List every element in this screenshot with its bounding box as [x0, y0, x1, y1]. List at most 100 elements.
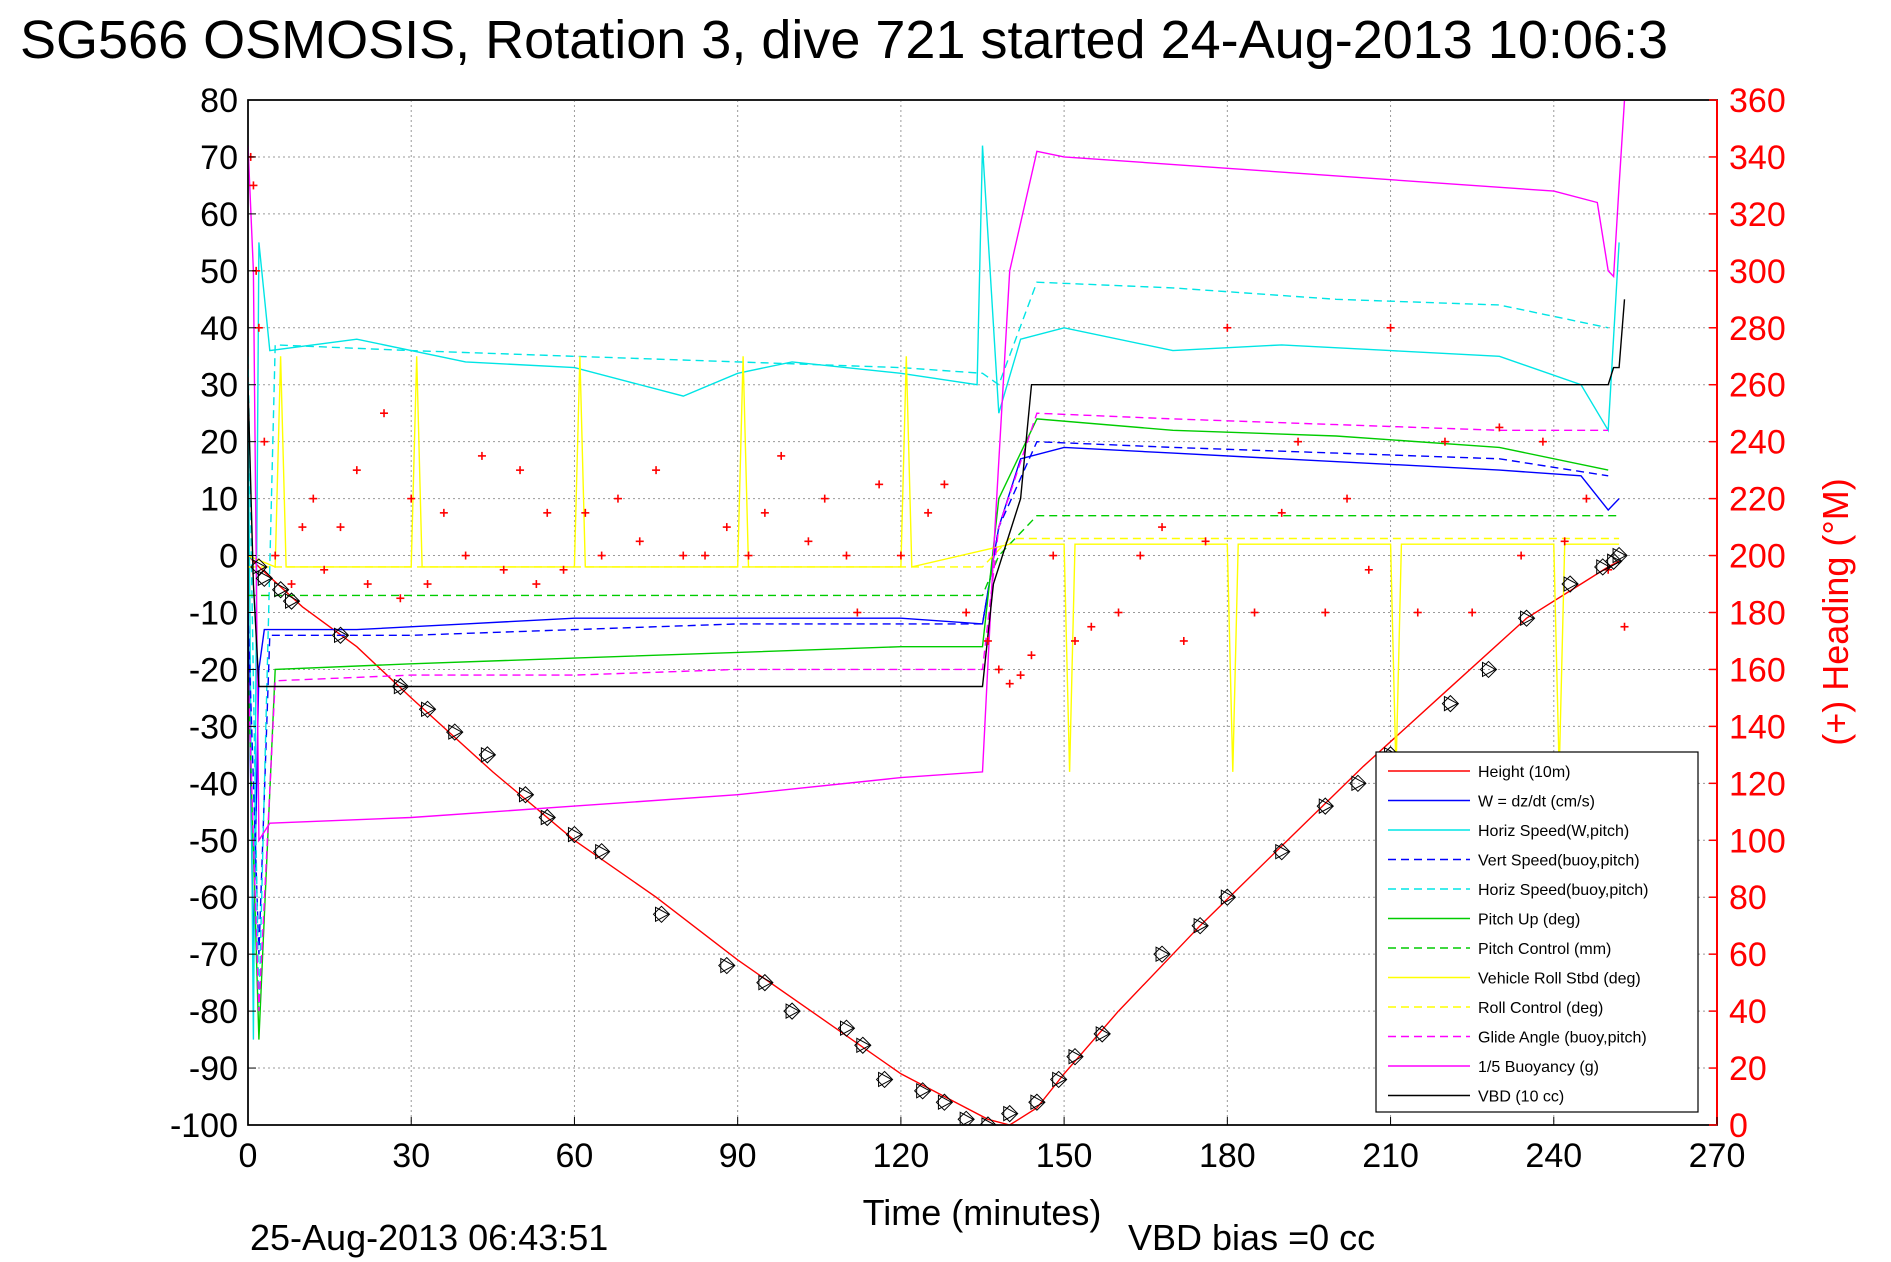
legend-entry: Vert Speed(buoy,pitch): [1388, 853, 1640, 870]
waypoint-marker: [1153, 945, 1171, 963]
heading-marker: [352, 466, 361, 475]
series-line-10: [248, 100, 1626, 843]
y-left-tick-label: -90: [189, 1050, 238, 1088]
heading-marker: [701, 551, 710, 560]
waypoint-marker: [1028, 1093, 1046, 1111]
legend-entry: 1/5 Buoyancy (g): [1388, 1059, 1599, 1076]
waypoint-marker: [592, 842, 611, 861]
heading-marker: [249, 181, 258, 190]
heading-marker: [983, 636, 992, 645]
y-right-axis-ticks: 3603403203002802602402202001801601401201…: [1709, 82, 1786, 1145]
x-tick-label: 210: [1362, 1137, 1419, 1175]
y-right-tick-label: 300: [1729, 253, 1786, 291]
y-left-tick-label: 70: [200, 139, 238, 177]
waypoint-marker: [250, 558, 268, 576]
x-tick-label: 60: [556, 1137, 594, 1175]
waypoint-marker: [1049, 1070, 1068, 1089]
waypoint-marker: [1517, 609, 1536, 627]
legend: Height (10m) W = dz/dt (cm/s) Horiz Speed(…: [1375, 751, 1699, 1113]
waypoint-marker: [935, 1093, 954, 1111]
heading-marker: [477, 451, 486, 460]
heading-marker: [652, 466, 661, 475]
legend-entry: Horiz Speed(buoy,pitch): [1388, 882, 1648, 899]
legend-box: [1375, 751, 1699, 1113]
waypoint-marker: [538, 808, 556, 827]
waypoint-marker: [783, 1002, 801, 1020]
waypoint-marker: [1479, 660, 1498, 679]
y-right-tick-label: 120: [1729, 765, 1786, 803]
y-right-tick-label: 260: [1729, 367, 1786, 405]
heading-marker: [1179, 636, 1188, 645]
y-right-tick-label: 360: [1729, 82, 1786, 120]
legend-label: Height (10m): [1478, 764, 1570, 781]
waypoint-marker: [1316, 797, 1334, 815]
heading-marker: [804, 537, 813, 546]
series-line-8: [248, 537, 1620, 568]
y-right-tick-label: 240: [1729, 424, 1786, 462]
legend-entry: Roll Control (deg): [1388, 1000, 1603, 1017]
series-line-11: [248, 299, 1626, 688]
heading-marker: [336, 523, 345, 532]
y-left-tick-label: 80: [200, 82, 238, 120]
waypoint-marker: [837, 1019, 856, 1037]
y-right-tick-label: 280: [1729, 310, 1786, 348]
heading-marker: [1070, 636, 1079, 645]
y-right-tick-label: 180: [1729, 595, 1786, 633]
heading-marker: [363, 580, 372, 589]
heading-marker: [679, 551, 688, 560]
waypoint-marker: [446, 723, 464, 741]
heading-marker: [271, 551, 280, 560]
heading-marker: [298, 523, 307, 532]
legend-entry: Glide Angle (buoy,pitch): [1388, 1030, 1647, 1047]
x-tick-label: 180: [1199, 1137, 1256, 1175]
heading-marker: [1468, 608, 1477, 617]
waypoint-marker: [1066, 1047, 1084, 1066]
heading-marker: [613, 494, 622, 503]
y-right-tick-label: 220: [1729, 481, 1786, 519]
legend-entry: Height (10m): [1388, 764, 1570, 781]
waypoint-marker: [1604, 552, 1623, 570]
waypoint-marker: [391, 677, 410, 696]
heading-marker: [254, 323, 263, 332]
waypoint-marker: [331, 626, 350, 644]
waypoint-marker: [282, 592, 301, 610]
x-tick-label: 120: [873, 1137, 930, 1175]
y-left-tick-label: 30: [200, 367, 238, 405]
heading-marker: [1517, 551, 1526, 560]
heading-marker: [320, 565, 329, 574]
heading-marker: [1087, 622, 1096, 631]
heading-marker: [1016, 671, 1025, 680]
heading-marker: [1413, 608, 1422, 617]
y-right-tick-label: 340: [1729, 139, 1786, 177]
heading-marker: [423, 580, 432, 589]
legend-label: Vehicle Roll Stbd (deg): [1478, 971, 1641, 988]
waypoint-marker: [875, 1070, 894, 1089]
waypoint-marker: [255, 569, 274, 588]
y-left-tick-label: -10: [189, 595, 238, 633]
vbd-bias-annotation: VBD bias =0 cc: [1128, 1217, 1375, 1258]
legend-entry: Horiz Speed(W,pitch): [1388, 823, 1629, 840]
y-left-tick-label: -60: [189, 879, 238, 917]
y-left-tick-label: 40: [200, 310, 238, 348]
y-left-tick-label: -20: [189, 651, 238, 689]
legend-label: Pitch Up (deg): [1478, 912, 1580, 929]
heading-marker: [760, 508, 769, 517]
heading-marker: [1277, 508, 1286, 517]
y-left-axis-ticks: 80 70 60 50 40 30 20 10 0 -10 -20 -30 -40 -50 -60 -70 -8…: [170, 82, 256, 1145]
waypoint-marker: [1349, 774, 1367, 793]
heading-marker: [875, 480, 884, 489]
heading-marker: [777, 451, 786, 460]
heading-marker: [1560, 537, 1569, 546]
legend-label: Pitch Control (mm): [1478, 941, 1611, 958]
heading-marker: [962, 608, 971, 617]
heading-marker: [1538, 437, 1547, 446]
heading-marker: [1223, 323, 1232, 332]
heading-marker: [1114, 608, 1123, 617]
waypoint-marker: [1273, 842, 1291, 861]
heading-marker: [1343, 494, 1352, 503]
waypoint-marker: [979, 1116, 997, 1125]
heading-marker: [309, 494, 318, 503]
heading-marker: [924, 508, 933, 517]
legend-label: Horiz Speed(buoy,pitch): [1478, 882, 1648, 899]
heading-marker: [842, 551, 851, 560]
